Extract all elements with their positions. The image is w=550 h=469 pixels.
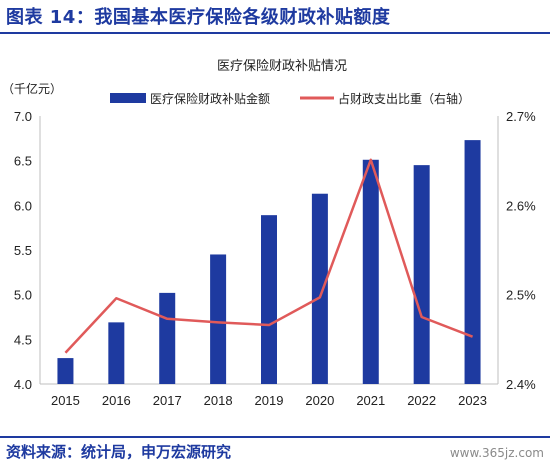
bar-2019 xyxy=(261,215,277,384)
bar-2021 xyxy=(362,159,379,384)
bar-2023 xyxy=(464,140,481,384)
bar-2018 xyxy=(210,254,227,384)
x-tick-2023: 2023 xyxy=(458,393,487,408)
bar-2017 xyxy=(159,292,176,384)
y-right-tick-2.7%: 2.7% xyxy=(506,109,536,124)
y-right-tick-2.4%: 2.4% xyxy=(506,377,536,392)
x-tick-2018: 2018 xyxy=(204,393,233,408)
x-tick-2016: 2016 xyxy=(102,393,131,408)
bar-2022 xyxy=(413,165,430,384)
legend: 医疗保险财政补贴金额 占财政支出比重（右轴） xyxy=(110,91,470,106)
figure-title: 图表 14：我国基本医疗保险各级财政补贴额度 xyxy=(6,7,391,28)
y-left-tick-7.0: 7.0 xyxy=(14,109,32,124)
source-note: 资料来源：统计局，申万宏源研究 xyxy=(6,443,232,461)
x-tick-2021: 2021 xyxy=(356,393,385,408)
line-series xyxy=(64,158,474,354)
x-tick-2020: 2020 xyxy=(305,393,334,408)
legend-bar-swatch xyxy=(110,93,146,103)
y-left-tick-4.5: 4.5 xyxy=(14,332,32,347)
y-left-tick-6.5: 6.5 xyxy=(14,154,32,169)
footer-rule xyxy=(0,436,550,438)
y-right-tick-2.6%: 2.6% xyxy=(506,198,536,213)
y-left-tick-labels: 4.0 4.5 5.0 5.5 6.0 6.5 7.0 xyxy=(14,109,32,392)
x-tick-2017: 2017 xyxy=(153,393,182,408)
x-tick-2015: 2015 xyxy=(51,393,80,408)
y-left-tick-5.0: 5.0 xyxy=(14,288,32,303)
y-left-tick-4.0: 4.0 xyxy=(14,377,32,392)
legend-line-label: 占财政支出比重（右轴） xyxy=(338,91,470,106)
y-axis-unit-label: （千亿元） xyxy=(2,81,62,96)
y-left-tick-5.5: 5.5 xyxy=(14,243,32,258)
y-right-tick-labels: 2.4% 2.5% 2.6% 2.7% xyxy=(506,109,536,392)
x-axis-tick-labels: 2015 2016 2017 2018 2019 2020 2021 2022 2023 xyxy=(51,393,487,408)
watermark: www.365jz.com xyxy=(449,446,544,460)
y-left-tick-6.0: 6.0 xyxy=(14,198,32,213)
bar-2016 xyxy=(108,322,125,384)
bar-series xyxy=(57,140,481,384)
legend-bar-label: 医疗保险财政补贴金额 xyxy=(150,91,270,106)
x-tick-2022: 2022 xyxy=(407,393,436,408)
bar-2020 xyxy=(311,193,328,384)
title-rule xyxy=(0,32,550,34)
y-right-tick-2.5%: 2.5% xyxy=(506,288,536,303)
bar-2015 xyxy=(57,358,74,384)
chart-title: 医疗保险财政补贴情况 xyxy=(217,59,347,74)
x-tick-2019: 2019 xyxy=(255,393,284,408)
